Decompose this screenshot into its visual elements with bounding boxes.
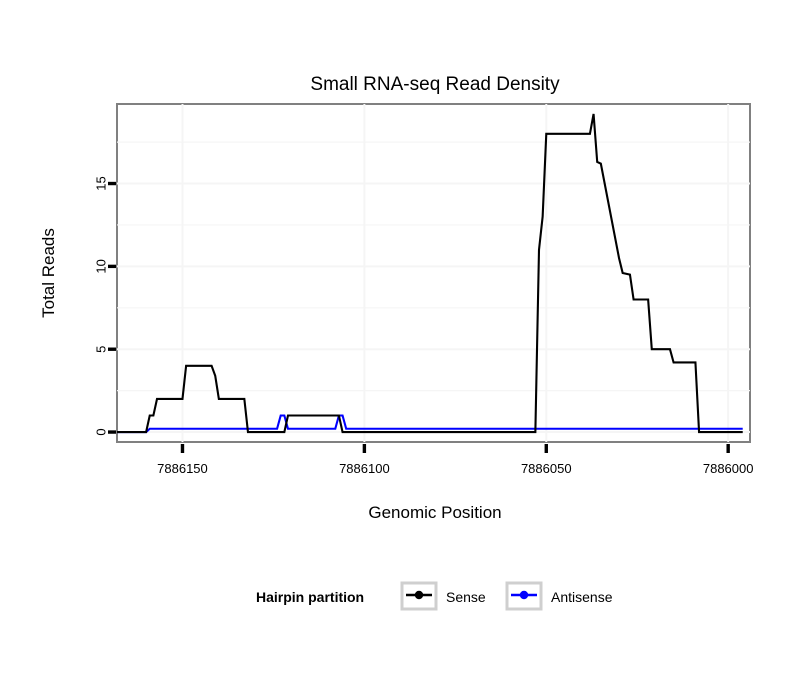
page-title: Small RNA-seq Read Density xyxy=(310,74,560,95)
x-tick-label: 7886100 xyxy=(339,461,390,476)
y-axis: 0 5 10 15 xyxy=(93,176,116,436)
legend-title: Hairpin partition xyxy=(256,589,364,605)
data-series-group xyxy=(117,113,743,434)
gridlines xyxy=(117,104,750,442)
series-line-antisense xyxy=(117,414,743,434)
y-tick-label: 0 xyxy=(93,428,108,435)
x-tick-label: 7886050 xyxy=(521,461,572,476)
series-line-sense xyxy=(117,113,743,434)
x-axis: 7886150 7886100 7886050 7886000 xyxy=(157,444,753,476)
x-axis-title: Genomic Position xyxy=(368,503,501,522)
y-axis-title: Total Reads xyxy=(39,228,58,318)
legend-label-sense: Sense xyxy=(446,589,486,605)
panel-border xyxy=(116,103,751,443)
y-tick-label: 15 xyxy=(93,176,108,190)
plot-panel xyxy=(116,103,751,443)
y-tick-label: 5 xyxy=(93,346,108,353)
x-tick-label: 7886000 xyxy=(703,461,754,476)
legend: Hairpin partition Sense Antisense xyxy=(256,581,613,611)
legend-key-point xyxy=(519,590,529,600)
legend-label-antisense: Antisense xyxy=(551,589,613,605)
legend-key-point xyxy=(414,590,424,600)
y-tick-label: 10 xyxy=(93,259,108,273)
x-tick-label: 7886150 xyxy=(157,461,208,476)
